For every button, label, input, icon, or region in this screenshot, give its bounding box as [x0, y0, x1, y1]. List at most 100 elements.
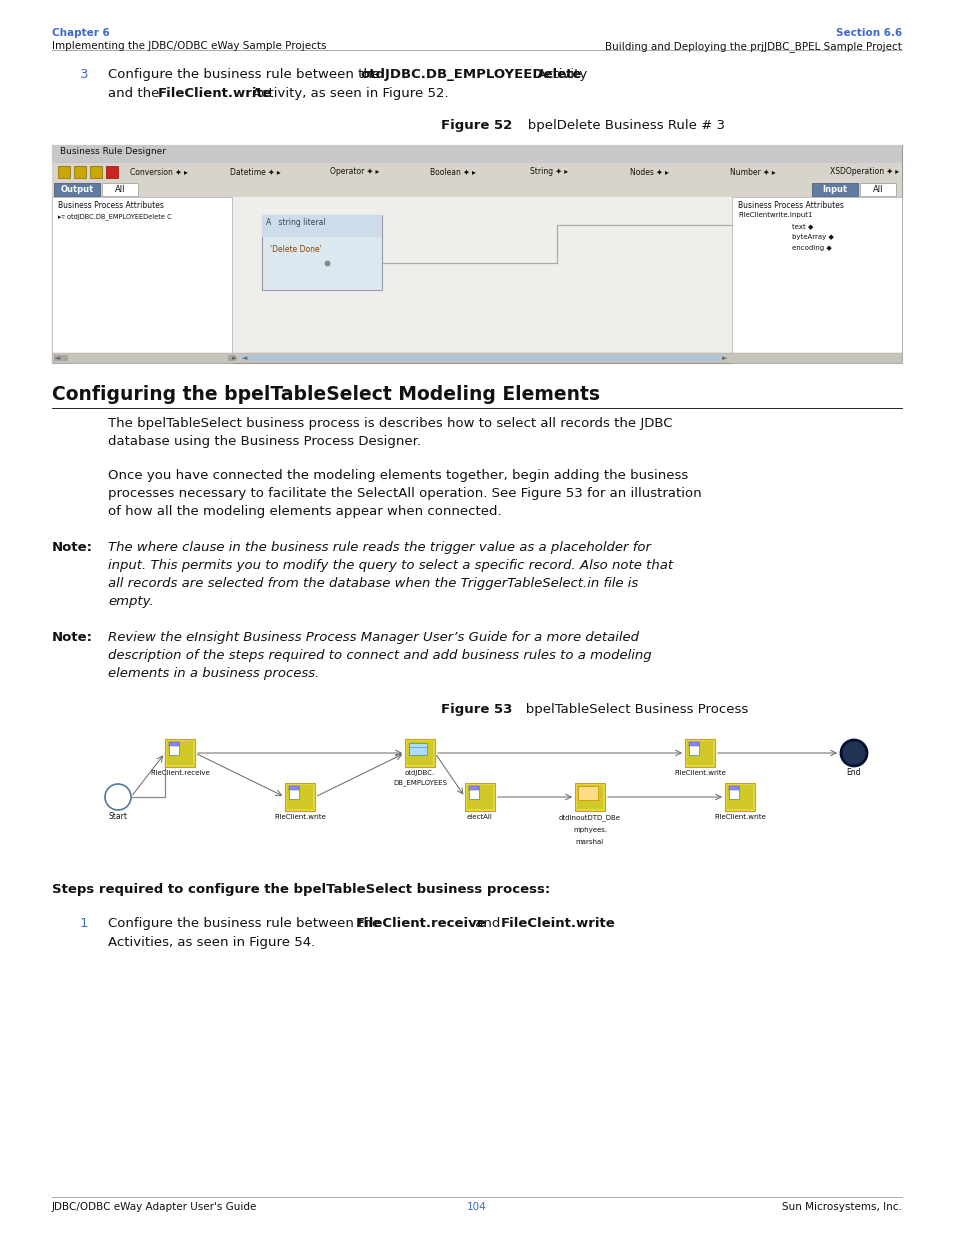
Text: database using the Business Process Designer.: database using the Business Process Desi… [108, 435, 420, 448]
Text: description of the steps required to connect and add business rules to a modelin: description of the steps required to con… [108, 650, 651, 662]
Text: Implementing the JDBC/ODBC eWay Sample Projects: Implementing the JDBC/ODBC eWay Sample P… [52, 41, 326, 51]
Text: Once you have connected the modeling elements together, begin adding the busines: Once you have connected the modeling ele… [108, 469, 687, 482]
Bar [242, 354, 721, 361]
Text: The bpelTableSelect business process is describes how to select all records the : The bpelTableSelect business process is … [108, 417, 672, 430]
Bar [811, 183, 857, 196]
Text: Chapter 6: Chapter 6 [52, 28, 110, 38]
Text: String ✦ ▸: String ✦ ▸ [530, 168, 568, 177]
Text: Business Rule Designer: Business Rule Designer [60, 147, 166, 156]
Text: FileCleint.write: FileCleint.write [500, 918, 615, 930]
Text: dtdInoutDTD_DBe: dtdInoutDTD_DBe [558, 814, 620, 821]
Text: all records are selected from the database when the TriggerTableSelect.in file i: all records are selected from the databa… [108, 577, 638, 590]
Bar [688, 742, 699, 746]
Text: input. This permits you to modify the query to select a specific record. Also no: input. This permits you to modify the qu… [108, 559, 673, 572]
Bar [58, 165, 70, 178]
Text: marshal: marshal [576, 839, 603, 845]
Text: Figure 53: Figure 53 [441, 703, 512, 716]
Bar [90, 165, 102, 178]
Bar [52, 144, 901, 163]
Bar [464, 783, 495, 811]
Text: processes necessary to facilitate the SelectAll operation. See Figure 53 for an : processes necessary to facilitate the Se… [108, 487, 700, 500]
Bar [52, 198, 232, 363]
Bar [684, 739, 714, 767]
Bar [52, 182, 901, 198]
Bar [74, 165, 86, 178]
Bar [52, 353, 901, 363]
Text: XSDOperation ✦ ▸: XSDOperation ✦ ▸ [829, 168, 898, 177]
Bar [228, 354, 235, 361]
Bar [289, 785, 298, 799]
Text: Business Process Attributes: Business Process Attributes [58, 201, 164, 210]
Text: ◄: ◄ [55, 354, 60, 361]
Circle shape [841, 740, 866, 766]
Text: Configure the business rule between the: Configure the business rule between the [108, 918, 384, 930]
Text: Configure the business rule between the: Configure the business rule between the [108, 68, 384, 82]
Bar [726, 785, 752, 809]
Text: ◄: ◄ [242, 354, 247, 361]
Bar [262, 215, 381, 237]
Bar [106, 165, 118, 178]
Text: FileClient.write: FileClient.write [713, 814, 765, 820]
Text: mphyees.: mphyees. [573, 827, 606, 832]
Text: DB_EMPLOYEES: DB_EMPLOYEES [393, 779, 447, 785]
Text: 1: 1 [80, 918, 89, 930]
Bar [52, 144, 901, 363]
Text: otdJDBC.DB_EMPLOYEEDelete: otdJDBC.DB_EMPLOYEEDelete [359, 68, 580, 82]
Text: A   string literal: A string literal [266, 219, 325, 227]
Text: Review the eInsight Business Process Manager User’s Guide for a more detailed: Review the eInsight Business Process Man… [108, 631, 639, 643]
Bar [728, 785, 739, 790]
Text: FileClient.write: FileClient.write [674, 769, 725, 776]
Bar [731, 198, 901, 363]
Bar [688, 742, 699, 755]
Bar [467, 785, 493, 809]
Bar [405, 739, 435, 767]
Text: Datetime ✦ ▸: Datetime ✦ ▸ [230, 168, 280, 177]
Text: Nodes ✦ ▸: Nodes ✦ ▸ [629, 168, 668, 177]
Text: Configuring the bpelTableSelect Modeling Elements: Configuring the bpelTableSelect Modeling… [52, 385, 599, 404]
Text: electAll: electAll [467, 814, 493, 820]
Text: text ◆: text ◆ [791, 224, 813, 228]
Text: and the: and the [108, 86, 164, 100]
Bar [577, 785, 602, 809]
Bar [54, 183, 100, 196]
Bar [686, 741, 712, 764]
Text: JDBC/ODBC eWay Adapter User's Guide: JDBC/ODBC eWay Adapter User's Guide [52, 1202, 257, 1212]
Bar [578, 785, 598, 800]
Text: End: End [846, 768, 861, 777]
Text: ►: ► [232, 354, 237, 361]
Text: FileClientwrite.Input1: FileClientwrite.Input1 [738, 212, 812, 219]
Text: Activity: Activity [533, 68, 587, 82]
Text: FileClient.receive: FileClient.receive [150, 769, 210, 776]
Bar [165, 739, 194, 767]
Bar [52, 198, 901, 363]
Text: Operator ✦ ▸: Operator ✦ ▸ [330, 168, 379, 177]
Bar [859, 183, 895, 196]
Text: 3: 3 [80, 68, 89, 82]
Bar [409, 743, 427, 755]
Bar [728, 785, 739, 799]
Text: Note:: Note: [52, 631, 92, 643]
Text: of how all the modeling elements appear when connected.: of how all the modeling elements appear … [108, 505, 501, 517]
Bar [262, 215, 381, 290]
Circle shape [105, 784, 131, 810]
Bar [575, 783, 604, 811]
Text: The where clause in the business rule reads the trigger value as a placeholder f: The where clause in the business rule re… [108, 541, 650, 555]
Text: Number ✦ ▸: Number ✦ ▸ [729, 168, 775, 177]
Bar [469, 785, 478, 790]
Text: bpelTableSelect Business Process: bpelTableSelect Business Process [513, 703, 747, 716]
Bar [54, 354, 68, 361]
Text: Building and Deploying the prjJDBC_BPEL Sample Project: Building and Deploying the prjJDBC_BPEL … [604, 41, 901, 52]
Text: 104: 104 [467, 1202, 486, 1212]
Text: Boolean ✦ ▸: Boolean ✦ ▸ [430, 168, 476, 177]
Text: empty.: empty. [108, 595, 153, 608]
Bar [407, 741, 433, 764]
Text: Conversion ✦ ▸: Conversion ✦ ▸ [130, 168, 188, 177]
Text: Start: Start [109, 811, 128, 821]
Text: otdJDBC.: otdJDBC. [404, 769, 435, 776]
Text: Output: Output [60, 184, 93, 194]
Text: FileClient.receive: FileClient.receive [355, 918, 486, 930]
Bar [469, 785, 478, 799]
Bar [289, 785, 298, 790]
Bar [724, 783, 754, 811]
Bar [287, 785, 313, 809]
